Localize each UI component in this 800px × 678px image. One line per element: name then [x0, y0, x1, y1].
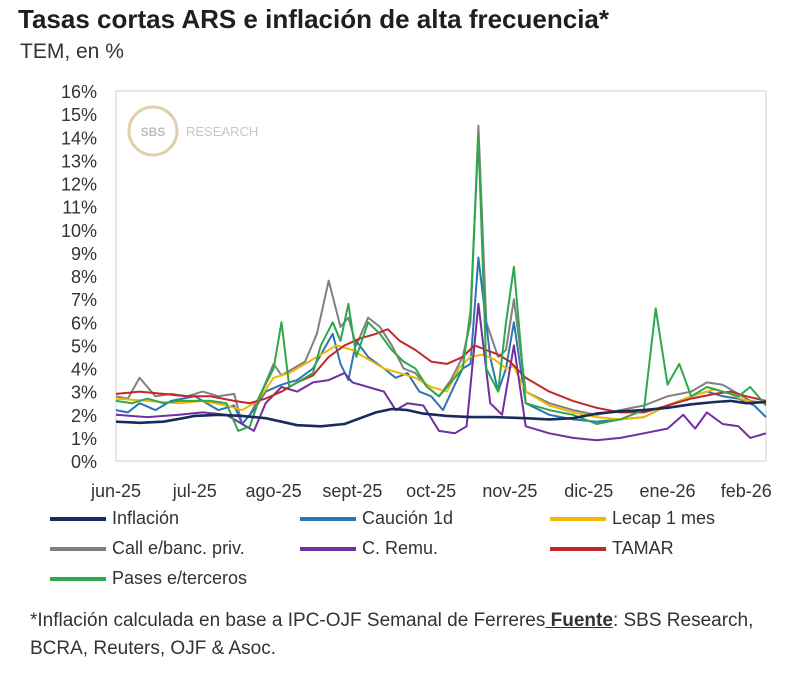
y-tick-label: 6%: [71, 313, 97, 333]
series-line-inflaci-n: [115, 399, 767, 428]
watermark-logo-text: SBS: [141, 125, 166, 139]
x-tick-label: oct-25: [406, 481, 456, 501]
line-chart: SBS RESEARCH 0% 1% 2% 3% 4% 5% 6% 7% 8% 9% 10% 11% 1…: [61, 82, 772, 501]
footnote-source-label: Fuente: [545, 610, 613, 631]
series-line-call-e-banc-priv-: [115, 124, 767, 425]
legend-swatch: [550, 516, 606, 521]
footnote: *Inflación calculada en base a IPC-OJF S…: [30, 607, 790, 663]
x-tick-label: feb-26: [721, 481, 772, 501]
series-lines: [115, 124, 767, 442]
legend-swatch: [50, 516, 106, 521]
legend-item: Lecap 1 mes: [550, 508, 715, 529]
legend-item: C. Remu.: [300, 538, 438, 559]
legend-swatch: [300, 516, 356, 521]
legend-item: Call e/banc. priv.: [50, 538, 245, 559]
series-line-c-remu-: [115, 302, 767, 442]
y-tick-label: 1%: [71, 429, 97, 449]
plot-area-frame: [115, 90, 767, 462]
watermark-logo-ring: [127, 105, 179, 157]
footnote-text: *Inflación calculada en base a IPC-OJF S…: [30, 610, 546, 631]
legend-swatch: [50, 546, 106, 551]
x-tick-label: sept-25: [322, 481, 382, 501]
x-axis: jun-25 jul-25 ago-25 sept-25 oct-25 nov-25 dic…: [90, 481, 772, 501]
y-axis: 0% 1% 2% 3% 4% 5% 6% 7% 8% 9% 10% 11% 12% 13% 14% 15% 16…: [61, 82, 97, 472]
legend-label: Inflación: [112, 508, 180, 528]
y-tick-label: 15%: [61, 105, 97, 125]
y-tick-label: 10%: [61, 221, 97, 241]
footnote-source-text: : SBS Research, BCRA, Reuters, OJF & Aso…: [30, 610, 754, 659]
y-tick-label: 12%: [61, 175, 97, 195]
legend-item: Inflación: [50, 508, 179, 529]
y-tick-label: 13%: [61, 151, 97, 171]
chart-subtitle: TEM, en %: [20, 40, 124, 63]
y-tick-label: 3%: [71, 383, 97, 403]
watermark-text: RESEARCH: [186, 124, 258, 139]
legend: Inflación Caución 1d Lecap 1 mes Call e/ban…: [50, 508, 780, 590]
chart-title: Tasas cortas ARS e inflación de alta fre…: [18, 4, 610, 34]
y-tick-label: 7%: [71, 290, 97, 310]
legend-label: Lecap 1 mes: [612, 508, 716, 528]
x-tick-label: jul-25: [172, 481, 217, 501]
series-line-pases-e-terceros: [115, 136, 767, 432]
y-tick-label: 5%: [71, 336, 97, 356]
series-line-cauci-n-1d: [115, 256, 767, 425]
x-tick-label: jun-25: [90, 481, 141, 501]
x-tick-label: ago-25: [246, 481, 302, 501]
y-tick-label: 16%: [61, 82, 97, 102]
watermark: SBS RESEARCH: [127, 105, 258, 157]
legend-item: TAMAR: [550, 538, 674, 559]
x-tick-label: nov-25: [482, 481, 537, 501]
y-tick-label: 0%: [71, 452, 97, 472]
legend-label: Pases e/terceros: [112, 568, 248, 588]
legend-item: Pases e/terceros: [50, 568, 247, 589]
y-tick-label: 11%: [62, 198, 97, 218]
legend-swatch: [550, 546, 606, 551]
y-tick-label: 2%: [71, 406, 97, 426]
y-tick-label: 8%: [71, 267, 97, 287]
legend-label: Call e/banc. priv.: [112, 538, 245, 558]
series-line-tamar: [115, 328, 767, 414]
x-tick-label: ene-26: [639, 481, 695, 501]
legend-label: C. Remu.: [362, 538, 439, 558]
x-tick-label: dic-25: [564, 481, 613, 501]
y-tick-label: 4%: [71, 360, 97, 380]
y-tick-label: 14%: [61, 128, 97, 148]
y-tick-label: 9%: [71, 244, 97, 264]
legend-swatch: [300, 546, 356, 551]
legend-item: Caución 1d: [300, 508, 453, 529]
legend-swatch: [50, 576, 106, 581]
legend-label: Caución 1d: [362, 508, 454, 528]
legend-label: TAMAR: [612, 538, 674, 558]
